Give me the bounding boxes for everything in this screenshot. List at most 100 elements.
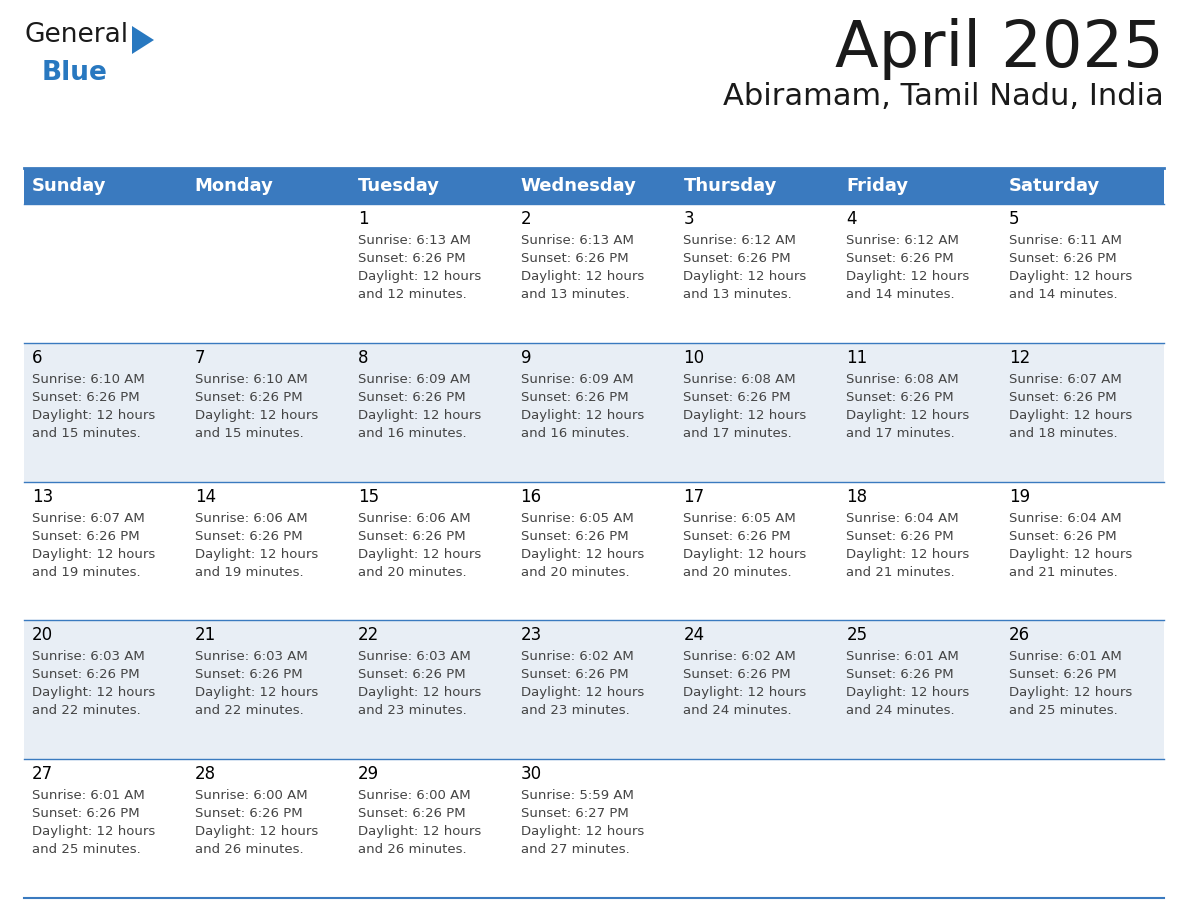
Text: Daylight: 12 hours: Daylight: 12 hours xyxy=(683,548,807,561)
Text: Tuesday: Tuesday xyxy=(358,177,440,195)
Text: Sunset: 6:26 PM: Sunset: 6:26 PM xyxy=(32,668,140,681)
Text: and 13 minutes.: and 13 minutes. xyxy=(520,288,630,301)
Text: 19: 19 xyxy=(1009,487,1030,506)
Text: Daylight: 12 hours: Daylight: 12 hours xyxy=(195,548,318,561)
Text: 10: 10 xyxy=(683,349,704,367)
Text: Sunrise: 6:08 AM: Sunrise: 6:08 AM xyxy=(846,373,959,386)
Text: and 26 minutes.: and 26 minutes. xyxy=(195,844,303,856)
Text: 21: 21 xyxy=(195,626,216,644)
Text: and 22 minutes.: and 22 minutes. xyxy=(195,704,304,717)
Text: Daylight: 12 hours: Daylight: 12 hours xyxy=(32,409,156,421)
Text: and 14 minutes.: and 14 minutes. xyxy=(1009,288,1118,301)
Text: Friday: Friday xyxy=(846,177,909,195)
Text: 20: 20 xyxy=(32,626,53,644)
Text: 18: 18 xyxy=(846,487,867,506)
Text: Sunset: 6:26 PM: Sunset: 6:26 PM xyxy=(32,391,140,404)
Text: and 13 minutes.: and 13 minutes. xyxy=(683,288,792,301)
Text: Abiramam, Tamil Nadu, India: Abiramam, Tamil Nadu, India xyxy=(723,82,1164,111)
Text: 12: 12 xyxy=(1009,349,1030,367)
Text: 4: 4 xyxy=(846,210,857,228)
Text: and 17 minutes.: and 17 minutes. xyxy=(846,427,955,440)
Text: Sunset: 6:27 PM: Sunset: 6:27 PM xyxy=(520,807,628,820)
Text: and 16 minutes.: and 16 minutes. xyxy=(520,427,630,440)
Text: Sunday: Sunday xyxy=(32,177,107,195)
Text: Daylight: 12 hours: Daylight: 12 hours xyxy=(195,687,318,700)
Bar xyxy=(24,168,1164,204)
Text: Sunrise: 6:12 AM: Sunrise: 6:12 AM xyxy=(846,234,959,247)
Text: Sunset: 6:26 PM: Sunset: 6:26 PM xyxy=(358,807,466,820)
Text: Daylight: 12 hours: Daylight: 12 hours xyxy=(520,270,644,283)
Text: Sunset: 6:26 PM: Sunset: 6:26 PM xyxy=(846,668,954,681)
Text: and 23 minutes.: and 23 minutes. xyxy=(520,704,630,717)
Text: Sunrise: 6:11 AM: Sunrise: 6:11 AM xyxy=(1009,234,1121,247)
Text: Daylight: 12 hours: Daylight: 12 hours xyxy=(32,825,156,838)
Text: Sunrise: 6:09 AM: Sunrise: 6:09 AM xyxy=(520,373,633,386)
Text: and 23 minutes.: and 23 minutes. xyxy=(358,704,467,717)
Text: and 19 minutes.: and 19 minutes. xyxy=(195,565,303,578)
Text: Daylight: 12 hours: Daylight: 12 hours xyxy=(846,687,969,700)
Text: Daylight: 12 hours: Daylight: 12 hours xyxy=(32,548,156,561)
Text: Daylight: 12 hours: Daylight: 12 hours xyxy=(195,409,318,421)
Text: 24: 24 xyxy=(683,626,704,644)
Bar xyxy=(24,342,1164,482)
Text: Daylight: 12 hours: Daylight: 12 hours xyxy=(520,687,644,700)
Text: 26: 26 xyxy=(1009,626,1030,644)
Text: Daylight: 12 hours: Daylight: 12 hours xyxy=(846,548,969,561)
Text: 5: 5 xyxy=(1009,210,1019,228)
Bar xyxy=(24,621,1164,759)
Text: Daylight: 12 hours: Daylight: 12 hours xyxy=(358,270,481,283)
Text: General: General xyxy=(24,22,128,48)
Text: and 22 minutes.: and 22 minutes. xyxy=(32,704,140,717)
Text: Sunrise: 6:13 AM: Sunrise: 6:13 AM xyxy=(520,234,633,247)
Text: Daylight: 12 hours: Daylight: 12 hours xyxy=(32,687,156,700)
Text: and 20 minutes.: and 20 minutes. xyxy=(358,565,467,578)
Text: and 17 minutes.: and 17 minutes. xyxy=(683,427,792,440)
Text: and 18 minutes.: and 18 minutes. xyxy=(1009,427,1118,440)
Text: Sunrise: 6:03 AM: Sunrise: 6:03 AM xyxy=(358,650,470,664)
Text: and 25 minutes.: and 25 minutes. xyxy=(32,844,140,856)
Text: Saturday: Saturday xyxy=(1009,177,1100,195)
Text: Sunrise: 6:07 AM: Sunrise: 6:07 AM xyxy=(32,511,145,524)
Text: Sunrise: 6:01 AM: Sunrise: 6:01 AM xyxy=(1009,650,1121,664)
Text: 2: 2 xyxy=(520,210,531,228)
Text: and 27 minutes.: and 27 minutes. xyxy=(520,844,630,856)
Text: and 24 minutes.: and 24 minutes. xyxy=(683,704,792,717)
Text: Sunset: 6:26 PM: Sunset: 6:26 PM xyxy=(195,668,303,681)
Text: Sunrise: 6:13 AM: Sunrise: 6:13 AM xyxy=(358,234,470,247)
Text: Daylight: 12 hours: Daylight: 12 hours xyxy=(358,409,481,421)
Text: Sunset: 6:26 PM: Sunset: 6:26 PM xyxy=(846,391,954,404)
Text: Daylight: 12 hours: Daylight: 12 hours xyxy=(1009,270,1132,283)
Text: Sunrise: 6:10 AM: Sunrise: 6:10 AM xyxy=(195,373,308,386)
Text: 27: 27 xyxy=(32,766,53,783)
Text: Sunset: 6:26 PM: Sunset: 6:26 PM xyxy=(358,391,466,404)
Text: 23: 23 xyxy=(520,626,542,644)
Text: Sunrise: 6:04 AM: Sunrise: 6:04 AM xyxy=(846,511,959,524)
Text: and 15 minutes.: and 15 minutes. xyxy=(195,427,304,440)
Text: Sunset: 6:26 PM: Sunset: 6:26 PM xyxy=(32,530,140,543)
Text: 30: 30 xyxy=(520,766,542,783)
Bar xyxy=(24,482,1164,621)
Text: Sunset: 6:26 PM: Sunset: 6:26 PM xyxy=(1009,391,1117,404)
Text: Daylight: 12 hours: Daylight: 12 hours xyxy=(358,687,481,700)
Text: 13: 13 xyxy=(32,487,53,506)
Text: Sunrise: 6:00 AM: Sunrise: 6:00 AM xyxy=(195,789,308,802)
Text: Sunset: 6:26 PM: Sunset: 6:26 PM xyxy=(1009,530,1117,543)
Text: Sunrise: 6:05 AM: Sunrise: 6:05 AM xyxy=(683,511,796,524)
Text: and 21 minutes.: and 21 minutes. xyxy=(846,565,955,578)
Text: 6: 6 xyxy=(32,349,43,367)
Text: Sunrise: 6:02 AM: Sunrise: 6:02 AM xyxy=(683,650,796,664)
Text: Sunset: 6:26 PM: Sunset: 6:26 PM xyxy=(846,252,954,265)
Text: 9: 9 xyxy=(520,349,531,367)
Text: Sunset: 6:26 PM: Sunset: 6:26 PM xyxy=(195,530,303,543)
Text: Sunset: 6:26 PM: Sunset: 6:26 PM xyxy=(195,807,303,820)
Text: 25: 25 xyxy=(846,626,867,644)
Text: Sunrise: 6:00 AM: Sunrise: 6:00 AM xyxy=(358,789,470,802)
Polygon shape xyxy=(132,26,154,54)
Text: and 24 minutes.: and 24 minutes. xyxy=(846,704,955,717)
Text: Sunset: 6:26 PM: Sunset: 6:26 PM xyxy=(358,530,466,543)
Text: Sunrise: 6:12 AM: Sunrise: 6:12 AM xyxy=(683,234,796,247)
Text: 29: 29 xyxy=(358,766,379,783)
Text: Daylight: 12 hours: Daylight: 12 hours xyxy=(520,548,644,561)
Text: Daylight: 12 hours: Daylight: 12 hours xyxy=(195,825,318,838)
Text: Sunset: 6:26 PM: Sunset: 6:26 PM xyxy=(358,668,466,681)
